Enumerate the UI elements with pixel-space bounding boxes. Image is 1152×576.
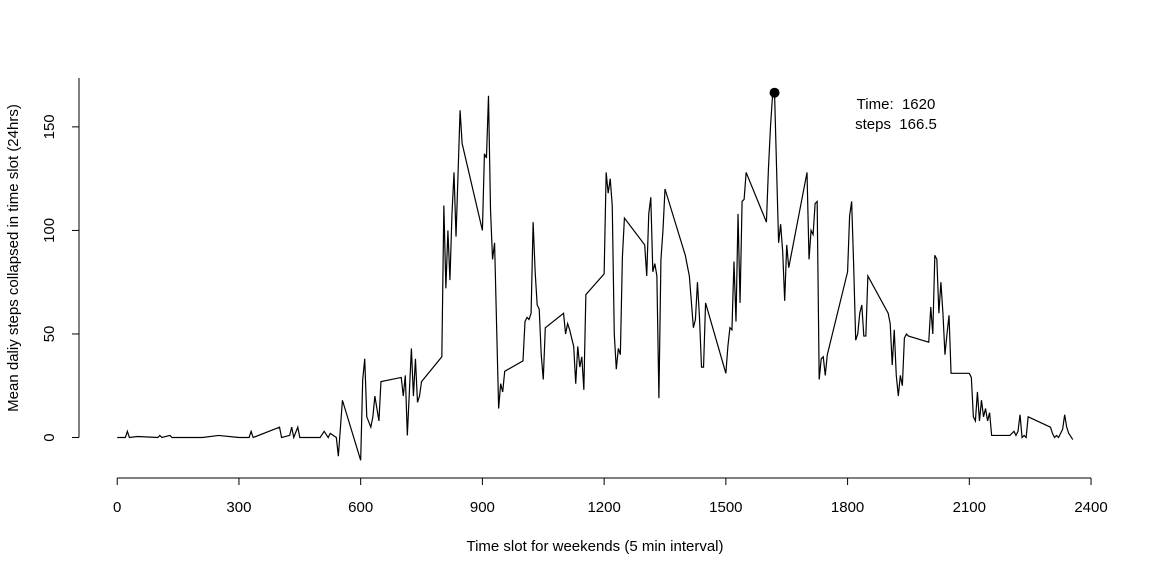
annotation: steps 166.5 (855, 116, 937, 133)
y-tick-label: 100 (41, 218, 58, 243)
x-tick-label: 900 (470, 499, 495, 516)
x-tick-label: 1200 (587, 499, 620, 516)
y-tick-label: 0 (41, 433, 58, 441)
x-tick-label: 0 (113, 499, 121, 516)
x-tick-label: 1800 (831, 499, 864, 516)
data-line (117, 90, 1074, 461)
x-tick-label: 2400 (1074, 499, 1107, 516)
y-tick-label: 150 (41, 114, 58, 139)
x-tick-label: 1500 (709, 499, 742, 516)
annotation: Time: 1620 (857, 96, 936, 113)
x-tick-label: 600 (348, 499, 373, 516)
highlight-point (769, 87, 780, 98)
x-tick-label: 2100 (953, 499, 986, 516)
x-tick-label: 300 (226, 499, 251, 516)
y-tick-label: 50 (41, 326, 58, 343)
x-axis-label: Time slot for weekends (5 min interval) (466, 538, 723, 555)
y-axis-label: Mean daliy steps collapsed in time slot … (5, 104, 22, 412)
